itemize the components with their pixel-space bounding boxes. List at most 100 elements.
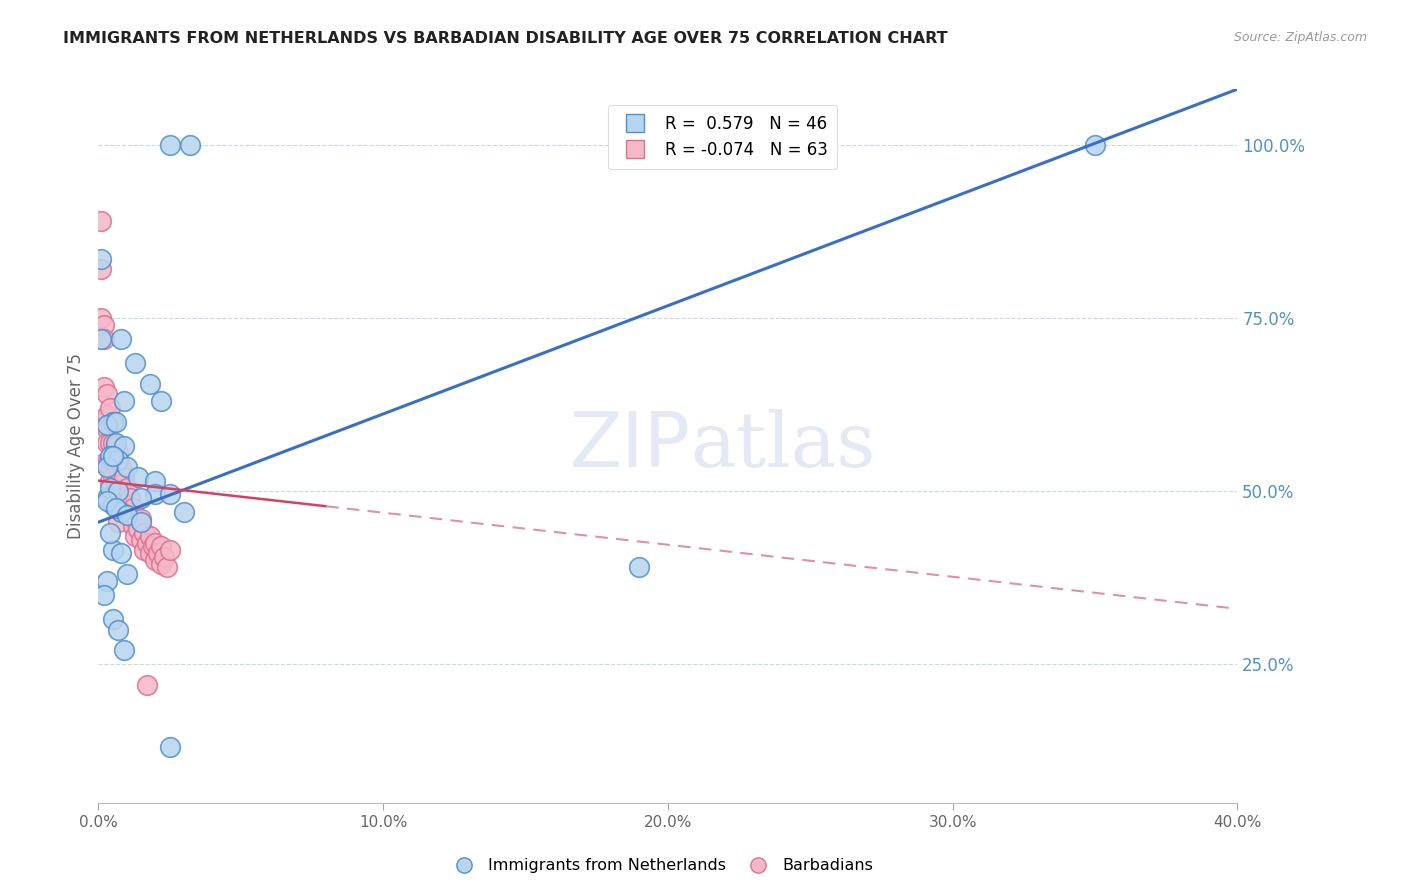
Point — [129, 512, 152, 526]
Point — [179, 137, 201, 152]
Point — [93, 318, 115, 332]
Point — [96, 494, 118, 508]
Point — [93, 415, 115, 429]
Legend: R =  0.579   N = 46, R = -0.074   N = 63: R = 0.579 N = 46, R = -0.074 N = 63 — [607, 104, 838, 169]
Point — [110, 494, 132, 508]
Text: ZIP: ZIP — [569, 409, 690, 483]
Point — [115, 459, 138, 474]
Point — [112, 505, 135, 519]
Point — [138, 546, 160, 560]
Point — [110, 477, 132, 491]
Point — [101, 612, 124, 626]
Point — [150, 394, 173, 409]
Point — [96, 408, 118, 422]
Point — [112, 394, 135, 409]
Point — [101, 415, 124, 429]
Point — [159, 740, 181, 755]
Point — [129, 491, 152, 505]
Point — [104, 501, 127, 516]
Point — [101, 415, 124, 429]
Point — [101, 543, 124, 558]
Point — [98, 453, 121, 467]
Point — [115, 508, 138, 523]
Legend: Immigrants from Netherlands, Barbadians: Immigrants from Netherlands, Barbadians — [441, 852, 880, 880]
Point — [107, 623, 129, 637]
Point — [96, 418, 118, 433]
Point — [98, 525, 121, 540]
Point — [98, 474, 121, 488]
Point — [129, 515, 152, 529]
Point — [107, 483, 129, 498]
Point — [110, 505, 132, 519]
Point — [112, 470, 135, 484]
Point — [96, 491, 118, 505]
Point — [93, 380, 115, 394]
Point — [141, 540, 163, 554]
Point — [159, 543, 181, 558]
Point — [101, 470, 124, 484]
Point — [104, 474, 127, 488]
Point — [135, 678, 157, 692]
Point — [93, 456, 115, 470]
Point — [138, 529, 160, 543]
Point — [115, 498, 138, 512]
Y-axis label: Disability Age Over 75: Disability Age Over 75 — [66, 353, 84, 539]
Point — [1084, 137, 1107, 152]
Point — [101, 453, 124, 467]
Point — [118, 508, 141, 523]
Point — [173, 505, 195, 519]
Point — [104, 439, 127, 453]
Point — [107, 515, 129, 529]
Point — [159, 137, 181, 152]
Point — [90, 262, 112, 277]
Point — [112, 439, 135, 453]
Point — [104, 435, 127, 450]
Point — [112, 487, 135, 501]
Point — [159, 487, 181, 501]
Point — [90, 332, 112, 346]
Point — [150, 557, 173, 571]
Point — [101, 450, 124, 464]
Point — [145, 553, 167, 567]
Point — [90, 214, 112, 228]
Point — [98, 401, 121, 415]
Point — [101, 487, 124, 501]
Point — [96, 459, 118, 474]
Text: atlas: atlas — [690, 409, 876, 483]
Point — [138, 376, 160, 391]
Point — [96, 456, 118, 470]
Point — [107, 483, 129, 498]
Point — [148, 546, 170, 560]
Point — [129, 533, 152, 547]
Point — [93, 332, 115, 346]
Point — [112, 643, 135, 657]
Point — [110, 459, 132, 474]
Point — [145, 487, 167, 501]
Point — [90, 252, 112, 266]
Point — [107, 453, 129, 467]
Point — [145, 474, 167, 488]
Point — [121, 518, 143, 533]
Point — [98, 435, 121, 450]
Point — [101, 498, 124, 512]
Point — [124, 512, 146, 526]
Point — [107, 498, 129, 512]
Point — [104, 415, 127, 429]
Point — [96, 435, 118, 450]
Point — [118, 491, 141, 505]
Point — [107, 446, 129, 460]
Point — [127, 522, 149, 536]
Point — [115, 567, 138, 582]
Text: Source: ZipAtlas.com: Source: ZipAtlas.com — [1233, 31, 1367, 45]
Point — [153, 549, 176, 564]
Point — [132, 543, 155, 558]
Point — [90, 310, 112, 325]
Point — [135, 536, 157, 550]
Point — [150, 540, 173, 554]
Point — [156, 560, 179, 574]
Point — [98, 450, 121, 464]
Point — [121, 501, 143, 516]
Point — [104, 456, 127, 470]
Point — [110, 546, 132, 560]
Point — [127, 470, 149, 484]
